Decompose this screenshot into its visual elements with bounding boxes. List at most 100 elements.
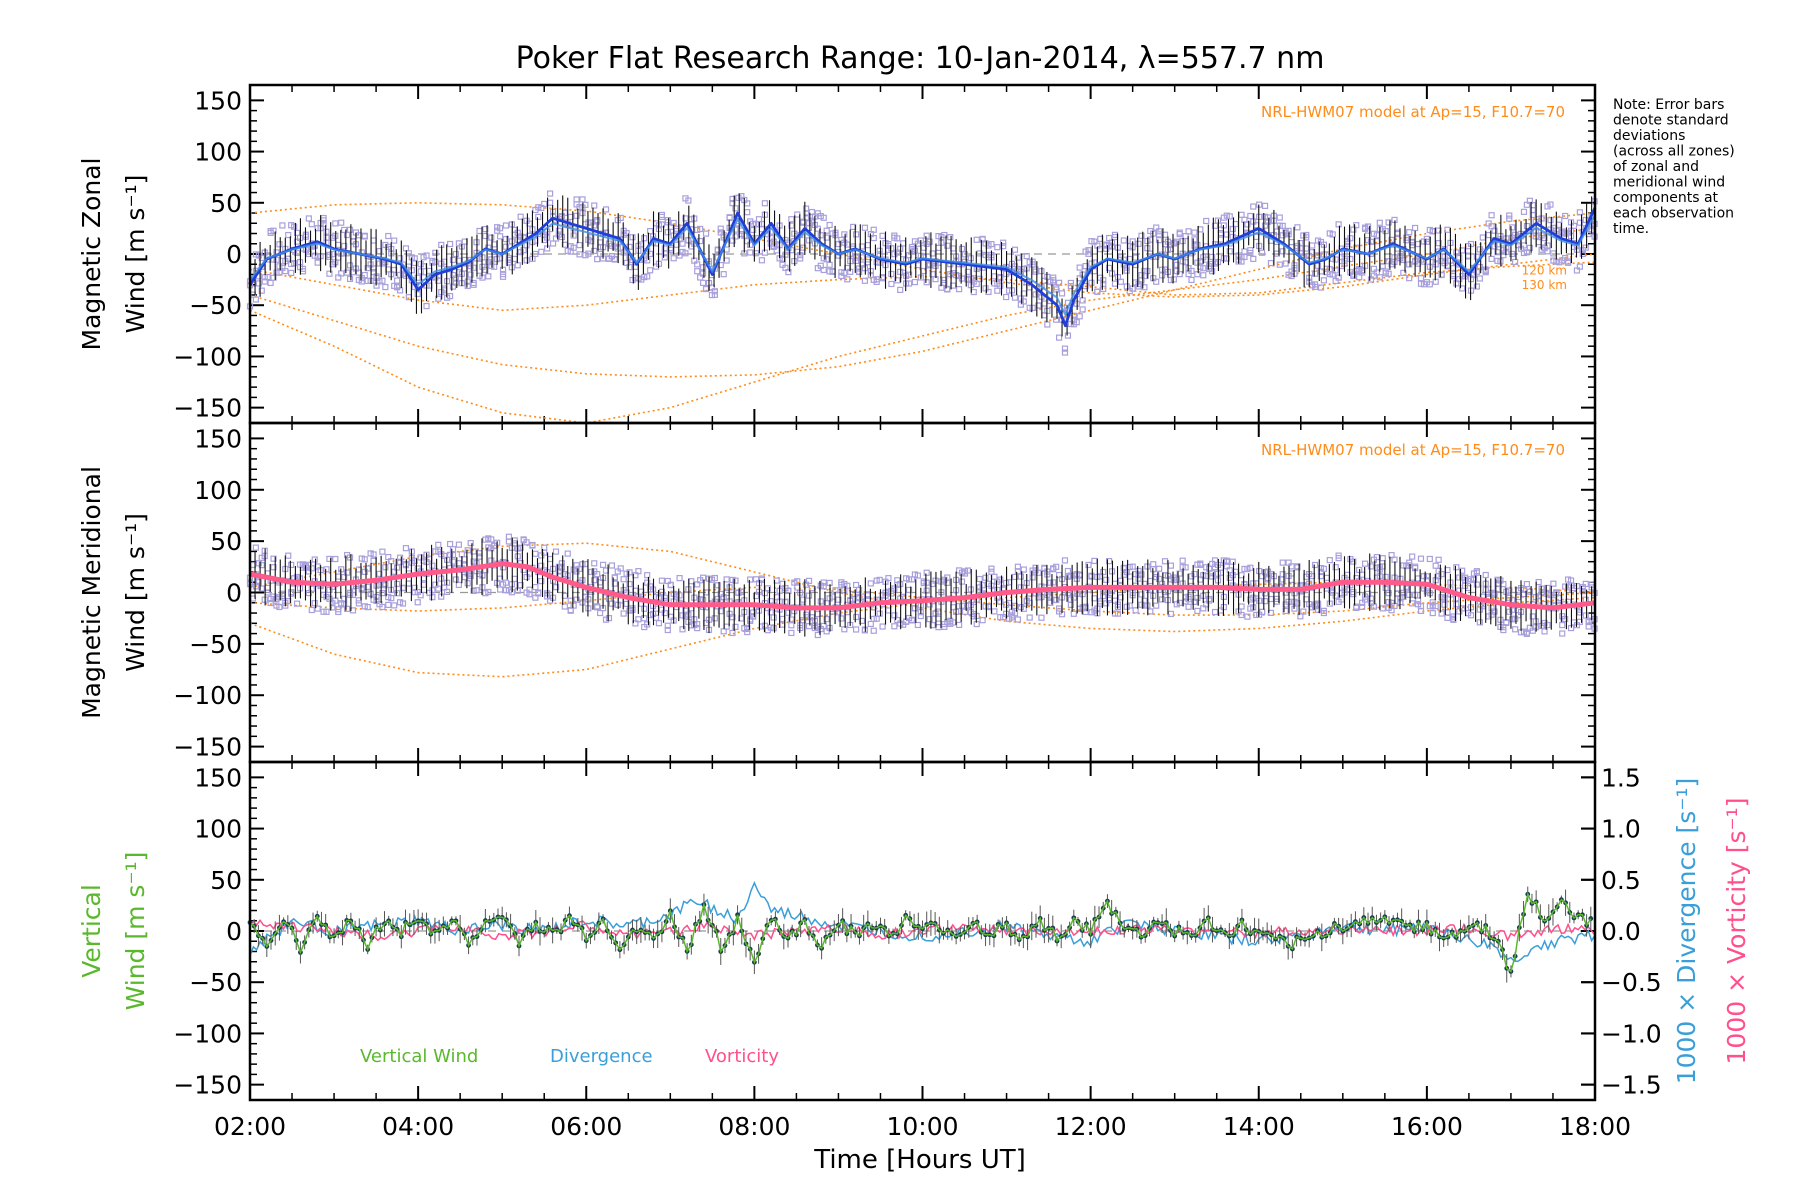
zone-sample	[1117, 594, 1124, 601]
zone-sample	[1479, 234, 1486, 241]
zone-sample	[1261, 202, 1269, 209]
zone-sample	[611, 574, 618, 581]
zone-sample	[476, 553, 483, 560]
zone-sample	[620, 610, 627, 617]
zone-sample	[1529, 202, 1536, 209]
zone-sample	[308, 606, 315, 614]
zone-sample	[1070, 312, 1077, 319]
zone-sample	[1247, 564, 1254, 571]
zone-sample	[432, 249, 439, 256]
zone-sample	[611, 256, 618, 263]
zone-sample	[411, 557, 418, 564]
zone-sample	[370, 557, 377, 564]
zone-sample	[1061, 345, 1069, 352]
zone-sample	[1223, 231, 1230, 238]
zone-sample	[894, 235, 901, 242]
x-tick-label: 08:00	[718, 1112, 790, 1141]
zone-sample	[785, 609, 792, 616]
zone-sample	[423, 252, 430, 259]
zone-sample	[505, 533, 513, 540]
zone-sample	[1229, 558, 1236, 565]
zone-sample	[511, 575, 518, 582]
zone-sample	[570, 244, 577, 251]
zone-sample	[852, 613, 860, 621]
zone-sample	[994, 287, 1001, 294]
x-tick-label: 16:00	[1391, 1112, 1463, 1141]
zone-sample	[894, 277, 901, 284]
zone-sample	[958, 245, 966, 253]
zone-sample	[1520, 208, 1528, 215]
zone-sample	[1241, 248, 1248, 255]
zone-sample	[697, 237, 704, 245]
x-tick-label: 14:00	[1223, 1112, 1295, 1141]
y2-tick-label: 0.5	[1601, 866, 1641, 895]
zone-sample	[802, 214, 810, 221]
zone-sample	[1120, 237, 1127, 244]
zone-sample	[1512, 258, 1519, 266]
zone-sample	[961, 251, 969, 258]
y-tick-label: −100	[173, 342, 242, 371]
zone-sample	[396, 287, 404, 294]
zone-sample	[861, 277, 869, 284]
zone-sample	[452, 279, 460, 286]
zone-sample	[720, 271, 727, 278]
zone-sample	[1567, 577, 1575, 584]
zone-sample	[788, 216, 795, 223]
zone-sample	[729, 629, 736, 637]
zone-sample	[626, 264, 633, 271]
zone-sample	[579, 196, 586, 203]
zone-sample	[376, 570, 383, 577]
zone-sample	[973, 236, 980, 243]
zone-sample	[399, 600, 407, 607]
zone-sample	[644, 572, 651, 579]
zone-sample	[1491, 608, 1498, 615]
zone-sample	[964, 567, 971, 574]
zone-sample	[1211, 608, 1219, 616]
zone-sample	[1259, 249, 1266, 256]
zone-sample	[1332, 267, 1339, 274]
zone-sample	[1562, 212, 1569, 220]
zone-sample	[711, 615, 718, 622]
zone-sample	[1459, 605, 1466, 612]
zone-sample	[547, 555, 554, 563]
zone-sample	[496, 233, 504, 240]
zone-sample	[1014, 616, 1022, 623]
zone-sample	[1441, 601, 1448, 608]
zone-sample	[1361, 560, 1369, 567]
zone-sample	[1250, 255, 1257, 262]
zone-sample	[970, 288, 977, 296]
zone-sample	[446, 540, 454, 548]
zonal-mean-line	[249, 214, 1596, 318]
model-annotation: NRL-HWM07 model at Ap=15, F10.7=70	[1261, 103, 1565, 121]
zone-sample	[664, 622, 671, 629]
zone-sample	[876, 251, 883, 258]
zone-sample	[1294, 224, 1301, 231]
zone-sample	[1406, 229, 1413, 236]
zone-sample	[644, 257, 651, 264]
zone-sample	[1406, 261, 1413, 268]
zone-sample	[432, 258, 439, 265]
zone-sample	[644, 273, 651, 280]
zone-sample	[1311, 283, 1319, 290]
zone-sample	[988, 240, 995, 248]
zone-sample	[635, 616, 642, 623]
zone-sample	[1194, 607, 1201, 615]
zone-sample	[858, 617, 866, 624]
zone-sample	[635, 568, 642, 575]
zone-sample	[1194, 241, 1201, 248]
zone-sample	[935, 244, 942, 251]
zone-sample	[620, 576, 627, 583]
zone-sample	[1259, 608, 1266, 616]
zone-sample	[976, 250, 983, 257]
zone-sample	[285, 552, 292, 559]
note-line: time.	[1613, 221, 1649, 237]
panels: 150 100 50 0 −50 −100 −150 Magnetic Zonal Wind […	[77, 83, 1751, 1141]
zone-sample	[1385, 219, 1392, 226]
zone-sample	[1326, 557, 1333, 564]
zone-sample	[361, 232, 368, 239]
x-tick-label: 12:00	[1055, 1112, 1127, 1141]
zone-sample	[455, 581, 462, 588]
zone-sample	[1382, 573, 1389, 581]
